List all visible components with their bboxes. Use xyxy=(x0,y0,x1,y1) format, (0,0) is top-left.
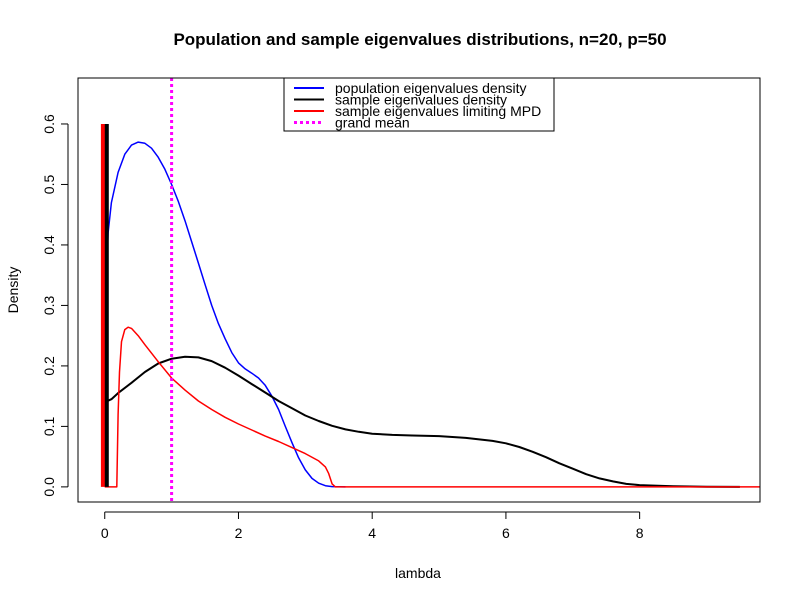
x-tick-label: 8 xyxy=(636,525,644,541)
y-axis-label: Density xyxy=(5,267,21,314)
y-tick-label: 0.5 xyxy=(41,175,57,195)
series-line-1 xyxy=(104,355,740,488)
x-tick-label: 4 xyxy=(368,525,376,541)
y-tick-label: 0.1 xyxy=(41,416,57,436)
legend-box xyxy=(283,77,555,132)
x-tick-label: 0 xyxy=(101,525,109,541)
x-axis-label: lambda xyxy=(395,565,441,581)
y-tick-label: 0.2 xyxy=(41,356,57,376)
series-layer xyxy=(100,78,760,502)
series-line-2 xyxy=(104,326,760,488)
chart-title: Population and sample eigenvalues distri… xyxy=(173,30,667,49)
y-tick-label: 0.3 xyxy=(41,295,57,315)
legend-label: sample eigenvalues density xyxy=(335,92,507,108)
y-tick-label: 0.0 xyxy=(41,477,57,497)
axes-layer: 0 2 4 6 8 0.0 0.1 0.2 0.3 0.4 0.5 0.6 xyxy=(41,77,761,541)
series-line-0 xyxy=(103,141,346,488)
legend-label: grand mean xyxy=(335,115,410,131)
legend-label: sample eigenvalues limiting MPD xyxy=(335,103,541,119)
legend-label: population eigenvalues density xyxy=(335,80,526,96)
y-tick-label: 0.4 xyxy=(41,235,57,255)
plot-box xyxy=(77,77,761,503)
x-tick-label: 2 xyxy=(235,525,243,541)
y-tick-label: 0.6 xyxy=(41,114,57,134)
x-tick-label: 6 xyxy=(502,525,510,541)
